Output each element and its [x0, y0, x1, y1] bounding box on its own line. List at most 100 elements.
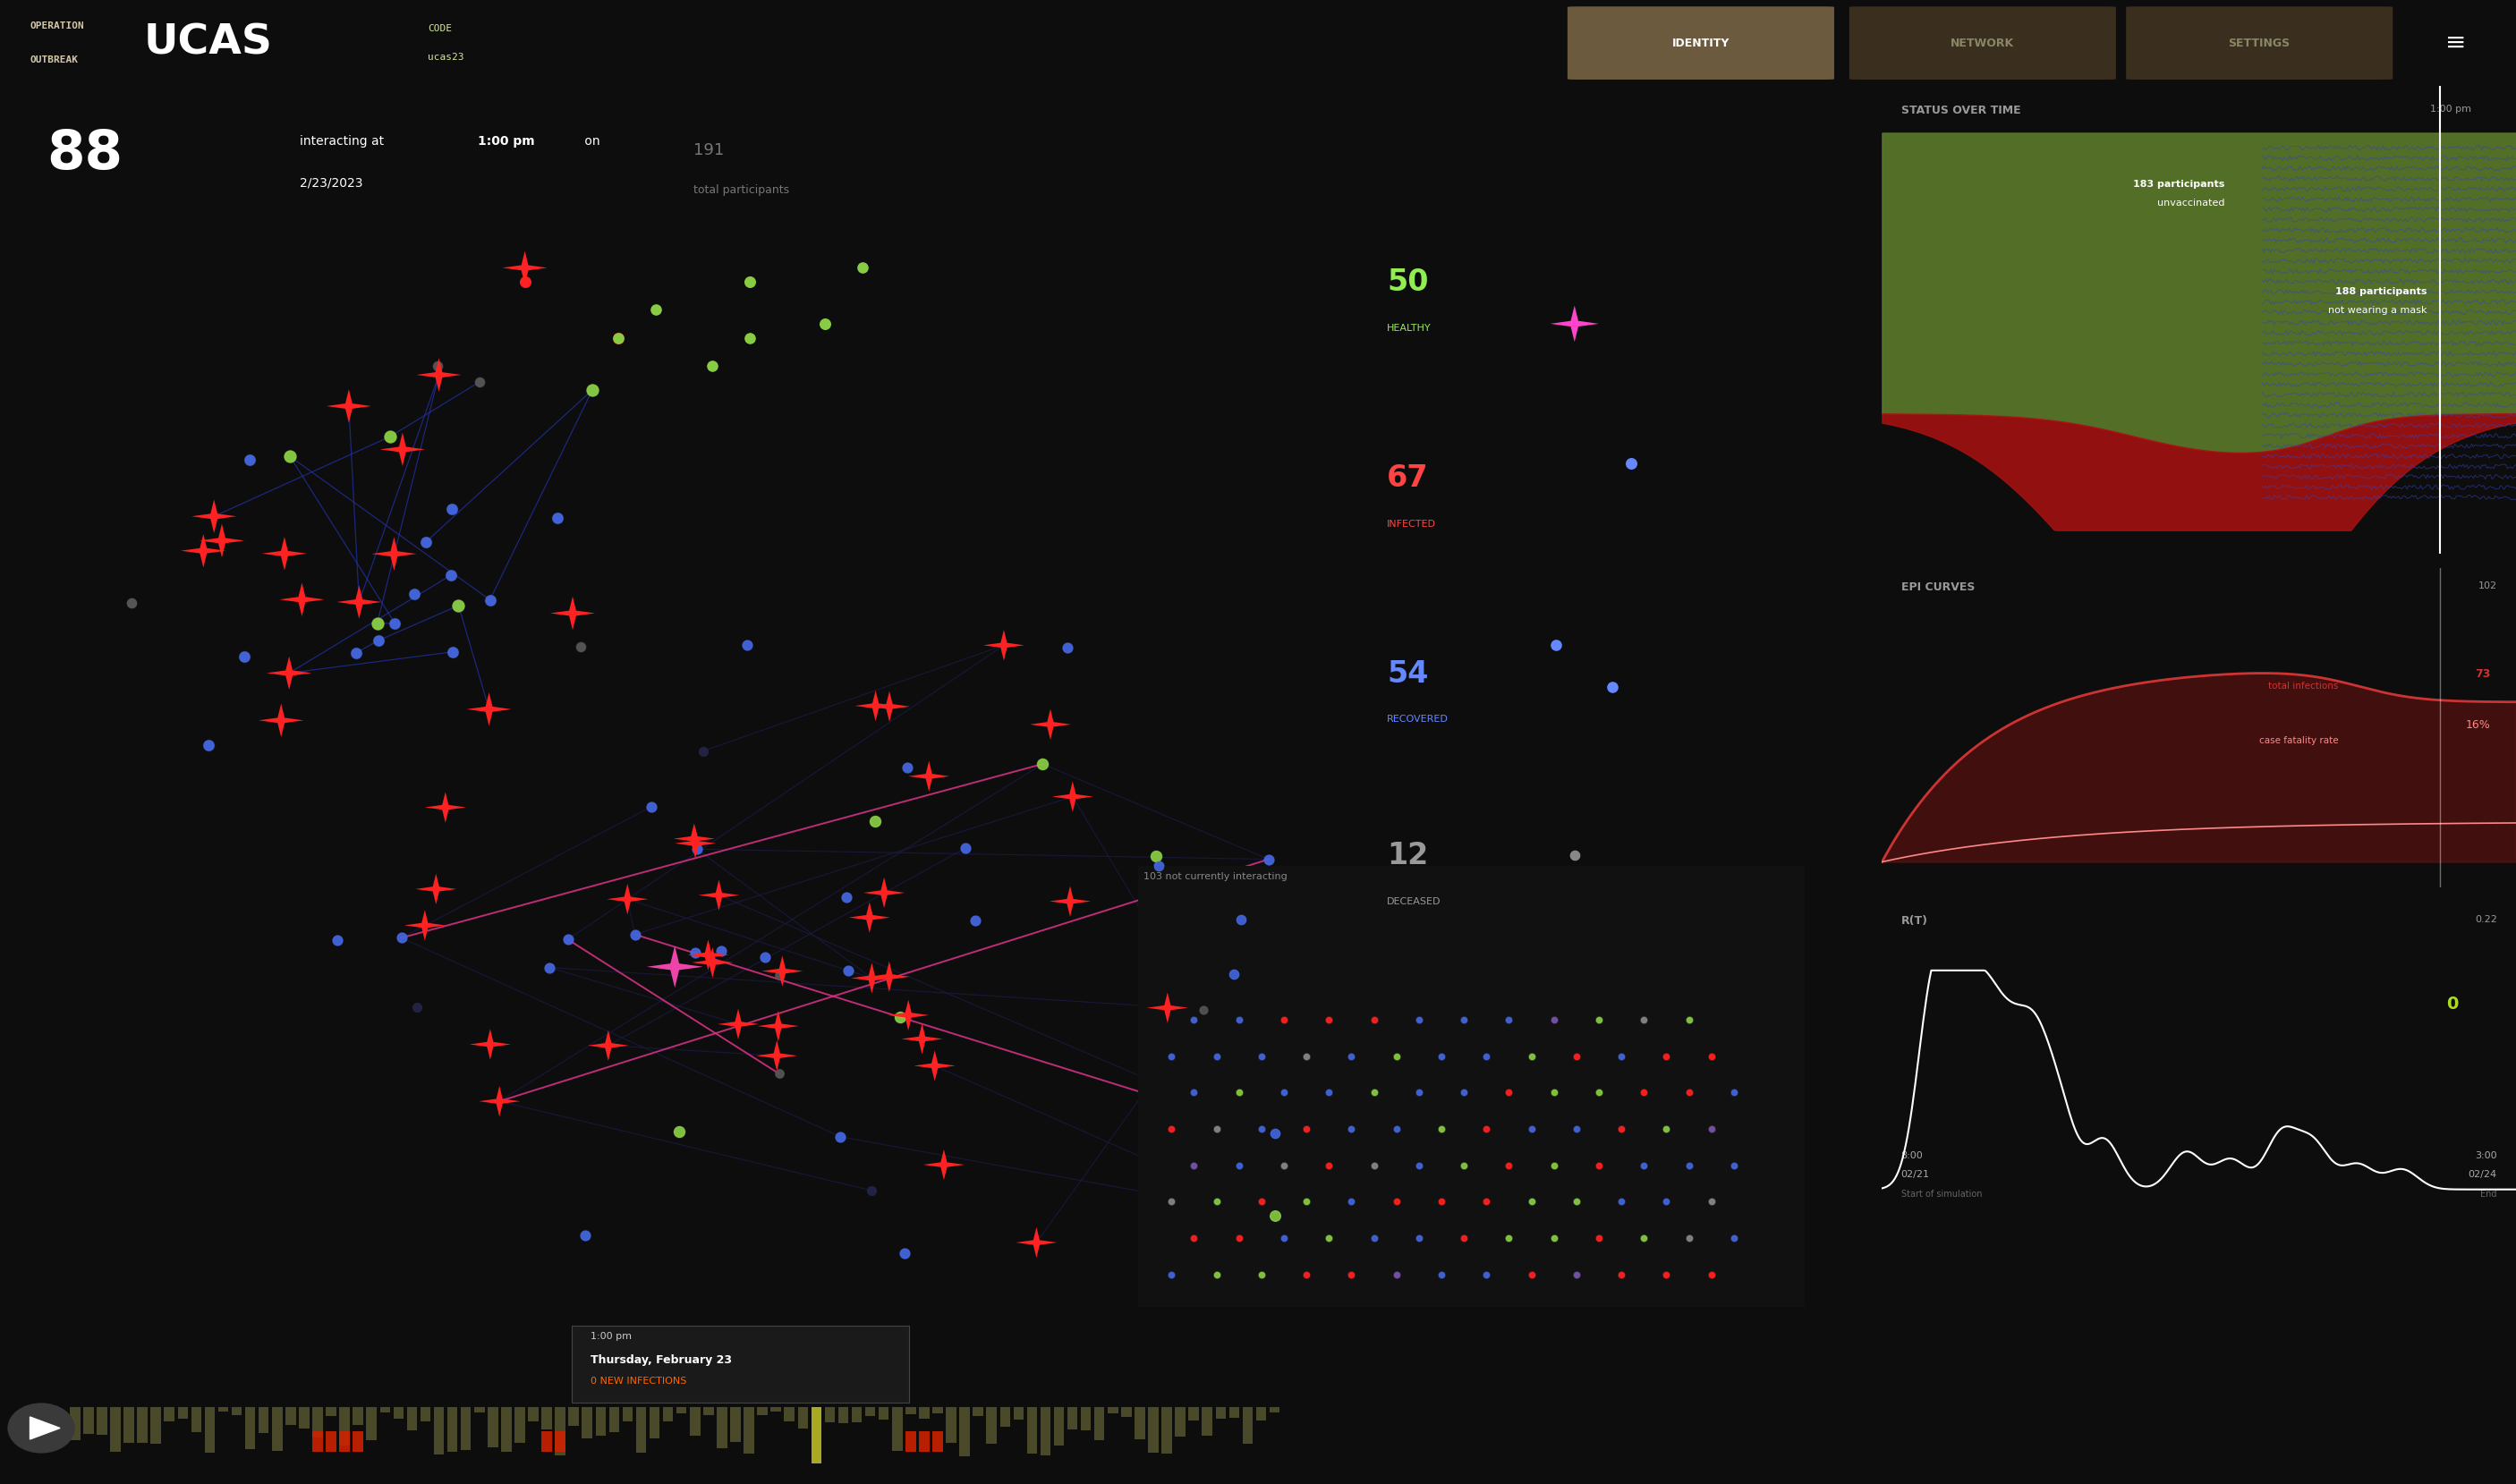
Point [825, 886, 866, 910]
Point [1600, 1045, 1640, 1068]
Polygon shape [181, 534, 226, 567]
Point [702, 939, 742, 963]
Point [1399, 1080, 1439, 1104]
Polygon shape [699, 880, 740, 911]
Point [1354, 1226, 1394, 1250]
Point [1286, 1263, 1326, 1287]
Polygon shape [717, 1009, 760, 1039]
Bar [284, 1407, 297, 1425]
Text: INFECTED: INFECTED [1386, 519, 1437, 528]
Point [1578, 1226, 1618, 1250]
Polygon shape [984, 629, 1024, 660]
Point [677, 837, 717, 861]
Bar [717, 1407, 727, 1448]
Point [956, 908, 996, 932]
Point [1331, 1117, 1371, 1141]
Point [1600, 1117, 1640, 1141]
Polygon shape [415, 358, 460, 392]
Point [1623, 1226, 1663, 1250]
Bar [677, 1407, 687, 1413]
Bar [906, 1407, 916, 1414]
Point [1467, 1045, 1507, 1068]
Polygon shape [380, 433, 425, 466]
Bar [179, 1407, 189, 1419]
Polygon shape [465, 693, 511, 726]
Point [1623, 1226, 1663, 1250]
Bar [1162, 1407, 1172, 1454]
Bar [352, 1431, 362, 1451]
Bar [299, 1407, 309, 1429]
FancyBboxPatch shape [1849, 6, 2116, 80]
Point [1047, 637, 1087, 660]
Polygon shape [1052, 781, 1094, 812]
Point [1668, 1008, 1708, 1031]
Polygon shape [1147, 993, 1188, 1022]
Point [1444, 1153, 1484, 1177]
Point [1175, 1153, 1215, 1177]
Text: not wearing a mask: not wearing a mask [2327, 306, 2428, 315]
Point [1512, 1263, 1552, 1287]
Point [1422, 1190, 1462, 1214]
Point [1489, 1008, 1530, 1031]
Bar [244, 1407, 254, 1450]
Polygon shape [478, 1086, 521, 1116]
Text: 1:00 pm: 1:00 pm [2430, 105, 2471, 114]
Point [1198, 1190, 1238, 1214]
Point [886, 1241, 926, 1264]
Bar [556, 1431, 566, 1451]
Point [1354, 1153, 1394, 1177]
Point [470, 588, 511, 611]
Text: 3:00: 3:00 [2476, 1152, 2496, 1160]
Point [1152, 1190, 1193, 1214]
Point [189, 733, 229, 757]
Bar [569, 1407, 579, 1426]
Point [760, 963, 800, 987]
Point [1183, 997, 1223, 1021]
Bar [1215, 1407, 1225, 1419]
Point [1213, 963, 1253, 987]
Bar [380, 1407, 390, 1413]
Point [956, 908, 996, 932]
Point [1444, 1080, 1484, 1104]
Point [405, 530, 445, 554]
Point [317, 928, 357, 951]
Polygon shape [850, 963, 893, 993]
Point [1218, 1153, 1258, 1177]
Point [1713, 1226, 1754, 1250]
Bar [1067, 1407, 1077, 1429]
Point [405, 530, 445, 554]
Point [1255, 1122, 1296, 1146]
Point [430, 564, 470, 588]
Point [1218, 1226, 1258, 1250]
Point [438, 594, 478, 617]
Point [1399, 1008, 1439, 1031]
Bar [259, 1407, 269, 1434]
Bar [1107, 1407, 1117, 1413]
Polygon shape [279, 583, 325, 616]
Point [269, 445, 309, 469]
Bar [770, 1407, 780, 1411]
Text: 1:00 pm: 1:00 pm [478, 135, 536, 147]
Point [828, 959, 868, 982]
Bar [123, 1407, 133, 1442]
Point [1286, 1263, 1326, 1287]
Point [1422, 1117, 1462, 1141]
Polygon shape [863, 877, 906, 908]
Point [1512, 1117, 1552, 1141]
Point [946, 837, 986, 861]
Bar [191, 1407, 201, 1432]
Bar [541, 1407, 551, 1429]
Point [1512, 1045, 1552, 1068]
Point [1354, 1080, 1394, 1104]
Point [1354, 1226, 1394, 1250]
Point [692, 353, 732, 377]
Polygon shape [687, 939, 730, 971]
Point [1175, 1226, 1215, 1250]
Point [1600, 1045, 1640, 1068]
FancyBboxPatch shape [2126, 6, 2393, 80]
Point [335, 641, 375, 665]
Point [1021, 752, 1062, 776]
Polygon shape [855, 690, 896, 721]
Polygon shape [901, 1024, 944, 1054]
Bar [1271, 1407, 1281, 1413]
